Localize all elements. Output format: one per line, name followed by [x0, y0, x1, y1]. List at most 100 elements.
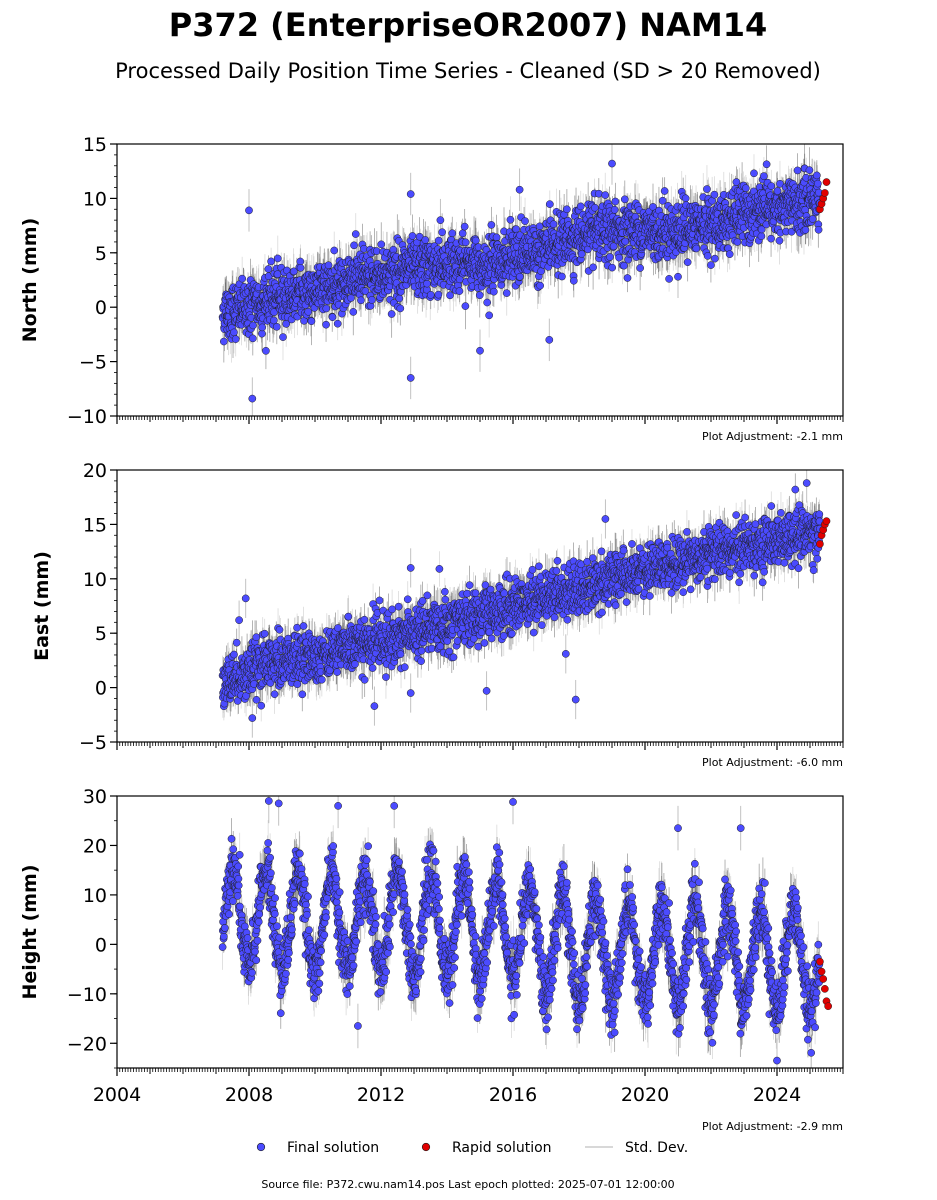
- final-point: [660, 187, 669, 195]
- final-point: [415, 232, 424, 241]
- y-tick-label: −10: [67, 406, 107, 428]
- final-point: [458, 229, 467, 238]
- final-point: [767, 234, 775, 243]
- final-point: [577, 250, 586, 258]
- final-point: [658, 196, 667, 205]
- y-tick-label: −5: [79, 352, 107, 374]
- final-point: [711, 254, 719, 263]
- final-point-outlier: [545, 335, 554, 344]
- final-point: [421, 236, 430, 244]
- final-point: [396, 304, 405, 313]
- final-point: [814, 225, 823, 234]
- final-point: [757, 232, 766, 241]
- final-point: [434, 236, 443, 245]
- final-point: [812, 171, 821, 180]
- final-point: [273, 254, 282, 263]
- final-point: [230, 328, 238, 337]
- final-point: [608, 263, 617, 272]
- final-point: [349, 308, 358, 316]
- final-point: [296, 264, 305, 272]
- final-point: [269, 316, 278, 325]
- final-point: [813, 179, 822, 188]
- final-point: [502, 289, 511, 297]
- final-point: [377, 240, 386, 249]
- y-tick-label: 0: [95, 297, 107, 319]
- final-point: [455, 287, 464, 295]
- final-point: [487, 221, 496, 229]
- final-point: [793, 166, 802, 175]
- final-point: [760, 172, 768, 180]
- y-tick-label: 15: [83, 134, 107, 156]
- final-point: [733, 238, 742, 246]
- final-point: [426, 291, 435, 299]
- final-point: [395, 294, 404, 303]
- final-point-outlier: [436, 216, 445, 225]
- final-point: [490, 287, 498, 296]
- final-point: [775, 236, 784, 245]
- final-point: [535, 222, 544, 231]
- final-point: [304, 307, 313, 316]
- final-point: [267, 257, 275, 266]
- final-point: [703, 185, 711, 193]
- final-point: [606, 253, 614, 261]
- final-point: [387, 310, 396, 318]
- final-point: [801, 226, 810, 234]
- final-point: [328, 313, 337, 322]
- final-point: [563, 205, 571, 214]
- final-point: [357, 296, 365, 305]
- final-point: [262, 347, 270, 355]
- final-point: [367, 296, 376, 304]
- final-point: [434, 290, 443, 299]
- final-point: [623, 274, 632, 282]
- final-point: [725, 250, 734, 259]
- final-point: [762, 160, 771, 169]
- final-point: [350, 241, 358, 250]
- final-point: [279, 333, 287, 341]
- final-point: [741, 184, 750, 193]
- final-point: [569, 276, 578, 285]
- final-point: [558, 272, 566, 281]
- final-point: [545, 200, 554, 208]
- final-point: [273, 270, 282, 279]
- final-point: [710, 190, 719, 199]
- y-tick-label: 5: [95, 243, 107, 265]
- final-point-outlier: [245, 206, 253, 215]
- final-point: [767, 182, 776, 190]
- chart-title: P372 (EnterpriseOR2007) NAM14: [169, 6, 767, 44]
- final-point: [515, 272, 524, 281]
- final-point: [219, 337, 228, 346]
- final-point: [549, 220, 558, 229]
- final-point: [808, 215, 817, 223]
- final-point: [351, 230, 360, 238]
- final-point: [324, 261, 333, 270]
- final-point: [683, 258, 692, 267]
- final-point: [620, 261, 628, 270]
- final-point: [408, 232, 417, 240]
- final-point: [611, 197, 620, 206]
- final-point: [248, 334, 257, 343]
- final-point: [576, 202, 585, 211]
- final-point: [620, 195, 629, 204]
- final-point: [238, 274, 247, 283]
- final-point-outlier: [248, 394, 257, 403]
- final-point: [330, 246, 339, 255]
- final-point-outlier: [674, 272, 682, 281]
- final-point: [361, 287, 370, 295]
- final-point: [636, 264, 644, 272]
- final-point: [750, 169, 758, 178]
- final-point: [692, 244, 701, 253]
- final-point: [610, 205, 619, 214]
- final-point: [707, 261, 715, 269]
- final-point-outlier: [406, 374, 415, 382]
- final-point: [461, 302, 470, 310]
- final-point: [249, 321, 257, 330]
- final-point: [448, 229, 457, 238]
- final-point: [536, 281, 544, 290]
- final-point: [475, 291, 484, 300]
- final-point: [471, 236, 480, 245]
- rapid-point: [821, 189, 829, 197]
- final-point-outlier: [406, 190, 415, 198]
